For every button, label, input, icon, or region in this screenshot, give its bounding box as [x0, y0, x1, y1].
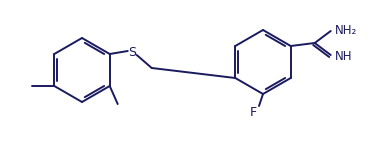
Text: NH₂: NH₂ [335, 24, 357, 36]
Text: F: F [249, 105, 256, 118]
Text: S: S [128, 45, 136, 58]
Text: NH: NH [335, 50, 352, 63]
